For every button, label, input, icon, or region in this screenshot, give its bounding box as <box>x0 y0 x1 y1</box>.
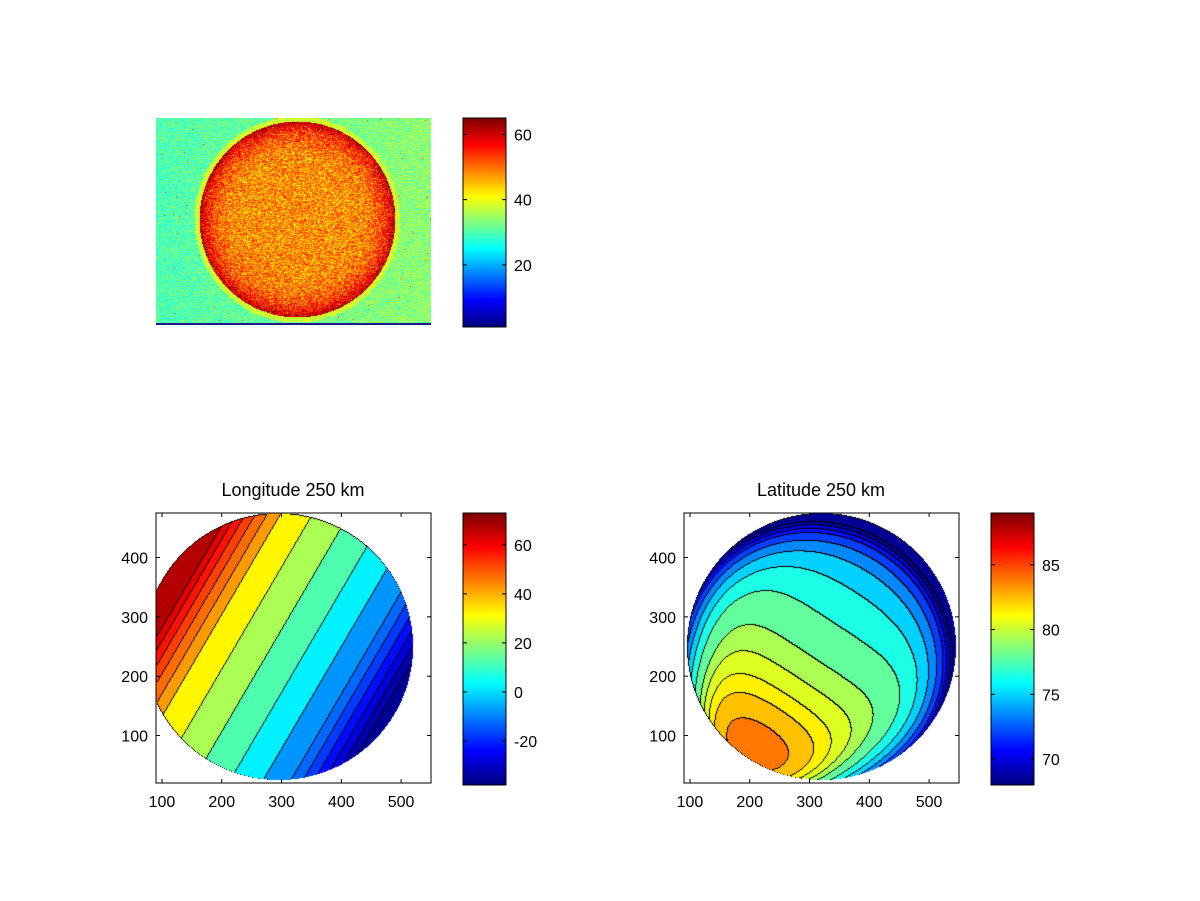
2-colorbar-tick-label: 85 <box>1042 558 1060 575</box>
1-colorbar-tick-label: 20 <box>514 636 532 653</box>
image-colorbar: 20 40 60 <box>462 117 532 328</box>
0-colorbar-tick-label: 20 <box>514 258 532 275</box>
longitude-title: Longitude 250 km <box>221 480 364 500</box>
x-tick-label: 300 <box>796 794 823 811</box>
longitude-heatmap <box>156 513 431 783</box>
x-tick-label: 100 <box>149 794 176 811</box>
latitude-panel: Latitude 250 km 100 200 300 400 500 100 200 300… <box>649 480 960 811</box>
0-colorbar-tick-label: 40 <box>514 193 532 210</box>
y-tick-label: 200 <box>121 669 148 686</box>
latitude-ticks: 100 200 300 400 500 100 200 300 400 <box>649 513 959 811</box>
1-colorbar-tick-label: 0 <box>514 685 523 702</box>
2-colorbar-tick-label: 70 <box>1042 752 1060 769</box>
y-tick-label: 300 <box>649 610 676 627</box>
y-tick-label: 400 <box>121 551 148 568</box>
x-tick-label: 400 <box>856 794 883 811</box>
latitude-title: Latitude 250 km <box>757 480 885 500</box>
latitude-colorbar: 70 75 80 85 <box>990 512 1060 786</box>
x-tick-label: 200 <box>736 794 763 811</box>
x-tick-label: 300 <box>268 794 295 811</box>
x-tick-label: 400 <box>328 794 355 811</box>
0-colorbar-frame <box>462 117 507 328</box>
y-tick-label: 100 <box>121 729 148 746</box>
0-colorbar-gradient <box>463 118 506 327</box>
y-tick-label: 200 <box>649 669 676 686</box>
longitude-ticks: 100 200 300 400 500 100 200 300 400 <box>121 513 431 811</box>
image-heatmap <box>156 118 431 325</box>
longitude-panel: Longitude 250 km 100 200 300 400 500 100 200 30… <box>121 480 432 811</box>
x-tick-label: 100 <box>677 794 704 811</box>
0-colorbar-tick-label: 60 <box>514 127 532 144</box>
2-colorbar-tick-label: 80 <box>1042 623 1060 640</box>
1-colorbar-tick-label: -20 <box>514 734 537 751</box>
1-colorbar-tick-label: 40 <box>514 587 532 604</box>
y-tick-label: 400 <box>649 551 676 568</box>
1-colorbar-frame <box>462 512 507 786</box>
x-tick-label: 500 <box>916 794 943 811</box>
image-panel <box>156 118 431 325</box>
2-colorbar-gradient <box>991 513 1034 785</box>
y-tick-label: 300 <box>121 610 148 627</box>
x-tick-label: 500 <box>388 794 415 811</box>
longitude-colorbar: -20 0 20 40 60 <box>462 512 537 786</box>
longitude-axes-frame <box>155 512 432 784</box>
y-tick-label: 100 <box>649 729 676 746</box>
2-colorbar-frame <box>990 512 1035 786</box>
1-colorbar-gradient <box>463 513 506 785</box>
2-colorbar-tick-label: 75 <box>1042 687 1060 704</box>
1-colorbar-tick-label: 60 <box>514 538 532 555</box>
latitude-heatmap <box>684 513 959 783</box>
latitude-axes-frame <box>683 512 960 784</box>
x-tick-label: 200 <box>208 794 235 811</box>
